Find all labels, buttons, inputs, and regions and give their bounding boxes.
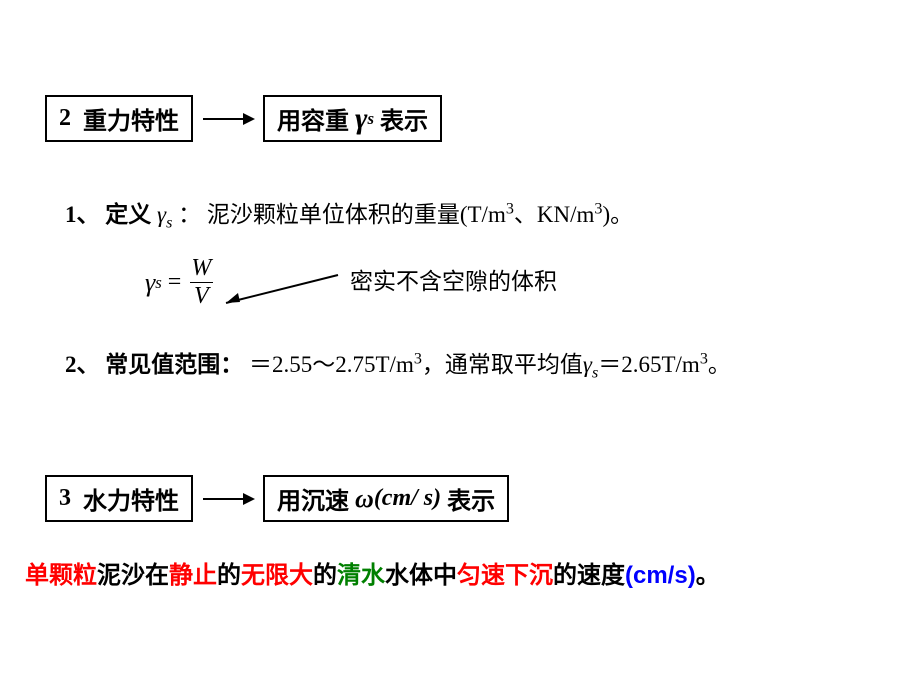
formula-den: V [190,282,213,310]
def1-idx: 1、 [65,202,100,227]
omega-symbol: ω [355,484,374,514]
s-p3: 静止 [169,562,217,589]
section3-number: 3 [59,485,71,512]
def2-sym: γ [583,352,592,377]
section2-row: 2 重力特性 用容重 γ s 表示 [45,95,442,142]
formula-row: γ s = W V [145,255,215,310]
s-p6: 的 [313,562,337,589]
def2-val1: ＝2.55～2.75T/m [249,352,414,377]
section2-desc-box: 用容重 γ s 表示 [263,95,442,142]
formula-note: 密实不含空隙的体积 [350,262,557,296]
definition-2: 2、 常见值范围： ＝2.55～2.75T/m3，通常取平均值γs＝2.65T/… [65,345,731,383]
formula-num: W [187,255,215,282]
section3-desc-prefix: 用沉速 [277,481,349,516]
def1-end: )。 [602,202,633,227]
section2-title-box: 2 重力特性 [45,95,193,142]
s-p1: 单颗粒 [25,562,97,589]
def1-sup1: 3 [506,200,514,217]
s-p7: 清水 [337,562,385,589]
gamma-symbol: γ [355,102,367,136]
s-p5: 无限大 [241,562,313,589]
section2-title: 重力特性 [83,101,179,136]
def2-idx: 2、 [65,352,100,377]
def2-sup1: 3 [414,350,422,367]
s-p4: 的 [217,562,241,589]
s-p10: 的速度 [553,562,625,589]
formula-lhs: γ [145,268,155,298]
s-p12: 。 [696,562,720,589]
arrow-icon [203,498,253,500]
def1-label: 定义 [105,202,151,227]
section3-title: 水力特性 [83,481,179,516]
def2-end: 。 [708,352,731,377]
formula-frac: W V [187,255,215,310]
def1-sym: γ [157,202,166,227]
s-p2: 泥沙在 [97,562,169,589]
s-p11: (cm/s) [625,562,696,589]
def2-mid: ，通常取平均值 [422,352,583,377]
definition-1: 1、 定义 γs ： 泥沙颗粒单位体积的重量(T/m3、KN/m3)。 [65,195,633,233]
def2-sup2: 3 [700,350,708,367]
def1-text: 泥沙颗粒单位体积的重量(T/m [207,202,506,227]
section3-desc-box: 用沉速 ω (cm/ s) 表示 [263,475,509,522]
def1-colon: ： [178,202,201,227]
sentence: 单颗粒泥沙在静止的无限大的清水水体中匀速下沉的速度(cm/s)。 [25,555,720,590]
arrow-to-v-icon [218,265,348,315]
formula-eq: = [168,269,182,296]
section2-desc-suffix: 表示 [380,101,428,136]
formula-lhs-sub: s [155,273,162,293]
arrow-icon [203,118,253,120]
omega-unit: (cm/ s) [374,485,441,512]
def1-sub: s [166,215,172,232]
section3-row: 3 水力特性 用沉速 ω (cm/ s) 表示 [45,475,509,522]
def2-val2: ＝2.65T/m [598,352,700,377]
s-p8: 水体中 [385,562,457,589]
section3-title-box: 3 水力特性 [45,475,193,522]
section2-number: 2 [59,105,71,132]
section2-desc-prefix: 用容重 [277,101,349,136]
s-p9: 匀速下沉 [457,562,553,589]
def1-mid: 、KN/m [514,202,595,227]
def2-label: 常见值范围： [105,352,243,377]
section3-desc-suffix: 表示 [447,481,495,516]
